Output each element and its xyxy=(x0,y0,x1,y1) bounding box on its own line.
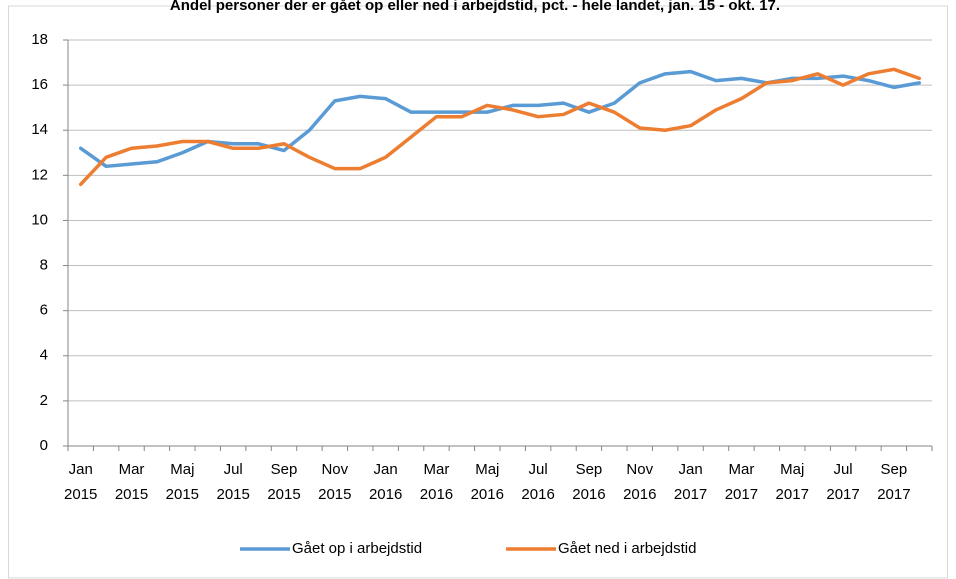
x-tick-label: Sep 2017 xyxy=(877,461,910,503)
x-tick-label: Jul 2016 xyxy=(521,461,554,503)
chart-frame xyxy=(8,5,948,579)
y-tick-label: 14 xyxy=(31,121,48,138)
y-tick-label: 8 xyxy=(40,257,48,274)
x-tick-label: Jan 2015 xyxy=(64,461,97,503)
legend-label: Gået ned i arbejdstid xyxy=(558,540,696,557)
x-tick-label: Nov 2016 xyxy=(623,461,656,503)
legend-label: Gået op i arbejdstid xyxy=(292,540,422,557)
x-tick-label: Nov 2015 xyxy=(318,461,351,503)
chart-title: Andel personer der er gået op eller ned … xyxy=(170,0,780,14)
y-tick-label: 2 xyxy=(40,392,48,409)
x-tick-label: Jan 2017 xyxy=(674,461,707,503)
y-tick-label: 0 xyxy=(40,437,48,454)
x-tick-label: Sep 2015 xyxy=(267,461,300,503)
y-tick-label: 4 xyxy=(40,347,48,364)
x-tick-label: Mar 2017 xyxy=(725,461,758,503)
x-tick-label: Maj 2015 xyxy=(166,461,199,503)
x-tick-label: Jul 2015 xyxy=(216,461,249,503)
x-tick-label: Mar 2015 xyxy=(115,461,148,503)
series-line xyxy=(78,67,922,187)
y-tick-label: 6 xyxy=(40,302,48,319)
x-tick-label: Jul 2017 xyxy=(826,461,859,503)
x-tick-label: Jan 2016 xyxy=(369,461,402,503)
y-tick-label: 16 xyxy=(31,76,48,93)
x-tick-label: Mar 2016 xyxy=(420,461,453,503)
x-tick-label: Sep 2016 xyxy=(572,461,605,503)
x-tick-label: Maj 2016 xyxy=(471,461,504,503)
y-tick-label: 18 xyxy=(31,31,48,48)
x-tick-label: Maj 2017 xyxy=(776,461,809,503)
y-tick-label: 10 xyxy=(31,211,48,228)
y-tick-label: 12 xyxy=(31,166,48,183)
